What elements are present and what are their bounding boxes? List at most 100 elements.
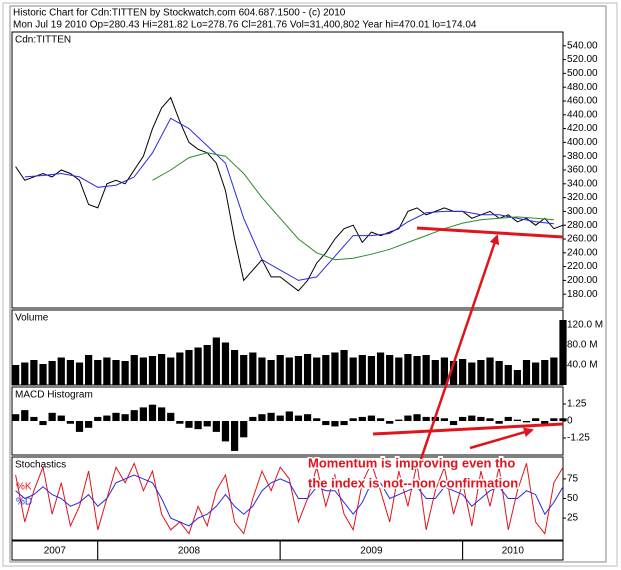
bar	[303, 354, 312, 385]
bar	[212, 421, 220, 432]
y-tick-label: 25	[567, 513, 579, 524]
bar	[103, 415, 111, 421]
bar	[230, 421, 239, 451]
series-line	[15, 474, 564, 527]
bar	[276, 415, 284, 421]
bar	[94, 416, 102, 421]
bar	[75, 421, 84, 432]
chart-frame	[9, 5, 607, 563]
annotation-text: the index is not--non confirmation	[308, 475, 518, 490]
y-tick-label: 50	[567, 493, 579, 504]
y-tick-label: 540.00	[567, 40, 598, 51]
bar	[157, 354, 166, 385]
bar	[39, 421, 47, 426]
bar	[431, 360, 439, 385]
y-tick-label: 340.00	[567, 178, 598, 189]
bar	[550, 418, 558, 421]
bar	[85, 421, 93, 428]
bar	[48, 412, 56, 421]
y-tick-label: 500.00	[567, 68, 598, 79]
bar	[495, 361, 503, 385]
x-tick-label: 2007	[44, 546, 67, 557]
y-tick-label: 480.00	[567, 82, 598, 93]
bar	[449, 361, 458, 385]
bar	[148, 404, 157, 421]
bar	[340, 421, 348, 426]
bar	[331, 421, 339, 427]
legend-label: %D	[16, 497, 32, 508]
bar	[230, 350, 239, 385]
panel-label: Cdn:TITTEN	[15, 35, 71, 46]
annotations: Momentum is improving even tho the index…	[307, 226, 564, 492]
arrow	[418, 234, 500, 463]
bar	[459, 359, 467, 385]
bar	[550, 357, 558, 385]
bar	[30, 360, 38, 385]
x-tick-label: 2008	[178, 546, 201, 557]
bar	[322, 421, 330, 426]
y-tick-label: 1.25	[567, 399, 587, 410]
y-tick-label: 520.00	[567, 54, 598, 65]
chart-title: Historic Chart for Cdn:TITTEN by Stockwa…	[13, 8, 346, 19]
bar	[559, 320, 567, 385]
bar	[194, 421, 202, 430]
bar	[559, 418, 567, 421]
bar	[66, 360, 74, 385]
x-band	[462, 540, 564, 561]
bar	[12, 365, 20, 385]
bar	[395, 419, 403, 421]
bar	[75, 362, 84, 385]
bar	[240, 421, 248, 438]
bar	[376, 418, 385, 421]
bar	[85, 355, 93, 385]
bar	[30, 416, 38, 421]
bar	[504, 365, 512, 385]
bar	[203, 421, 211, 427]
chart-subtitle: Mon Jul 19 2010 Op=280.43 Hi=281.82 Lo=2…	[13, 20, 477, 31]
y-tick-label: 220.00	[567, 261, 598, 272]
bar	[440, 357, 449, 385]
bar	[185, 421, 193, 428]
y-tick-label: 75	[567, 474, 579, 485]
bar	[203, 345, 211, 385]
bar	[185, 350, 193, 385]
series-line	[24, 117, 554, 281]
bar	[194, 347, 202, 385]
y-tick-label: 440.00	[567, 109, 598, 120]
bar	[57, 357, 65, 385]
bar	[313, 418, 321, 421]
bar	[413, 356, 421, 385]
legend-label: %K	[16, 482, 32, 493]
bar	[258, 357, 266, 385]
bar	[167, 357, 175, 385]
bar	[532, 362, 540, 385]
panel-label: Volume	[15, 313, 49, 324]
bar	[367, 356, 376, 385]
bar	[422, 416, 430, 421]
bar	[212, 337, 220, 385]
bar	[285, 357, 293, 385]
bar	[468, 362, 476, 385]
bar	[21, 362, 29, 385]
bar	[404, 354, 412, 385]
bar	[367, 415, 376, 421]
bar	[303, 414, 312, 421]
bar	[66, 421, 74, 424]
bar	[541, 421, 549, 426]
bar	[349, 418, 357, 421]
bar	[294, 356, 303, 385]
series-line	[152, 152, 554, 261]
bar	[486, 357, 494, 385]
bar	[121, 361, 129, 385]
bar	[395, 357, 403, 385]
bar	[276, 355, 284, 385]
bar	[459, 416, 467, 421]
annotation-text: Momentum is improving even tho	[308, 455, 515, 470]
bar	[94, 360, 102, 385]
bar	[386, 421, 394, 424]
plot: 180.00 200.00 220.00 240.00 260.00 280.00 300.…	[11, 31, 603, 561]
bar	[112, 360, 120, 385]
bar	[504, 416, 512, 421]
bar	[130, 410, 138, 421]
